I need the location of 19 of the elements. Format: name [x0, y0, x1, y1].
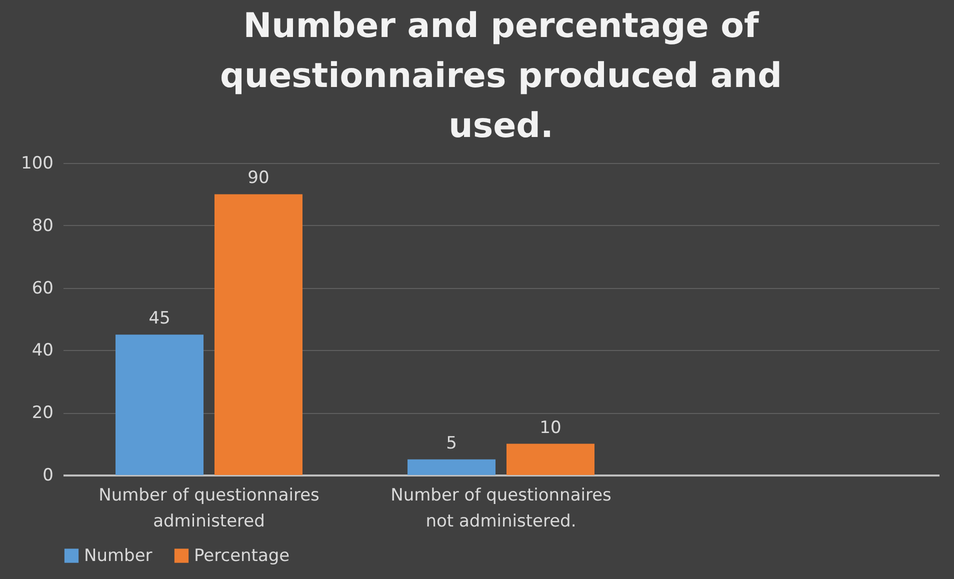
y-tick-label: 40: [32, 340, 54, 361]
bar: [408, 459, 496, 475]
y-tick-label: 60: [32, 278, 54, 298]
data-label: 45: [148, 308, 170, 329]
bar: [506, 444, 594, 475]
y-tick-label: 80: [32, 216, 54, 236]
y-tick-label: 100: [21, 154, 54, 174]
legend-label: Percentage: [194, 546, 290, 566]
bar: [214, 194, 302, 475]
x-tick-label: Number of questionnaires administered: [98, 486, 320, 532]
data-label: 90: [248, 168, 270, 188]
bar: [116, 334, 204, 475]
data-label: 10: [540, 418, 562, 438]
y-tick-label: 20: [32, 403, 54, 424]
chart-title: Number and percentage of questionnaires produced and used.: [220, 6, 782, 146]
data-label: 5: [446, 433, 457, 454]
legend-label: Number: [84, 546, 152, 566]
y-tick-label: 0: [42, 466, 54, 486]
x-tick-label: Number of questionnaires not administered.: [390, 486, 612, 532]
